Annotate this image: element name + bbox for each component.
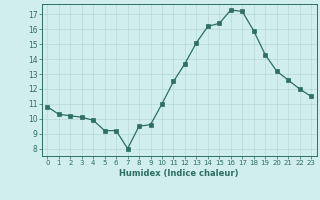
- X-axis label: Humidex (Indice chaleur): Humidex (Indice chaleur): [119, 169, 239, 178]
